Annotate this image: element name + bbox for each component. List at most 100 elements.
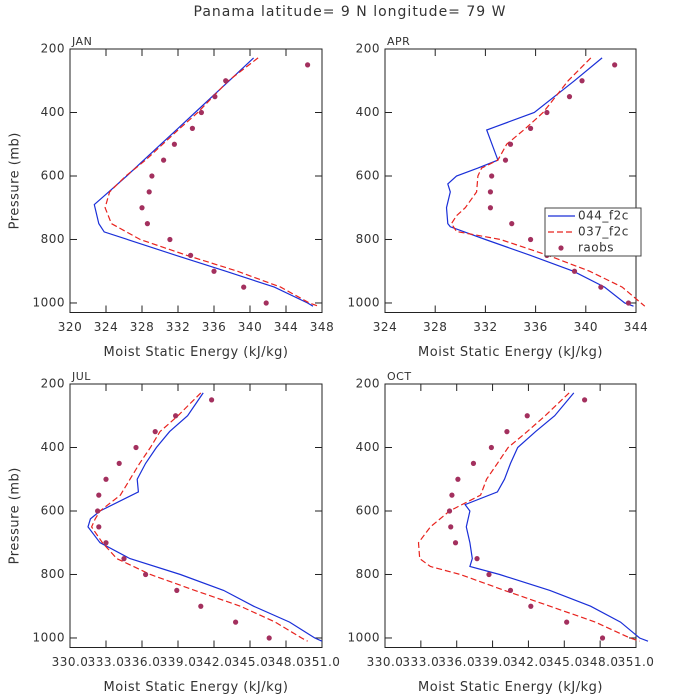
y-tick-label: 800 [41, 567, 65, 581]
raob-point [198, 109, 204, 116]
x-tick-label: 330.0 [52, 655, 89, 669]
profile-line [445, 57, 634, 307]
raob-point [625, 300, 632, 306]
raob-point [598, 284, 604, 290]
raob-point [133, 444, 139, 451]
plot-frame [384, 48, 637, 313]
raob-point [139, 205, 145, 211]
raob-point [446, 508, 453, 514]
raob-point [470, 460, 477, 466]
raob-point [571, 268, 578, 274]
raob-point [211, 268, 217, 274]
plot-frame [384, 383, 637, 648]
raob-point [241, 284, 247, 290]
x-tick-label: 324 [94, 320, 118, 334]
x-tick-label: 340 [574, 320, 598, 334]
plot-frame [69, 48, 323, 313]
x-axis-label: Moist Static Energy (kJ/kg) [418, 680, 603, 695]
raob-point [263, 300, 269, 306]
profile-line [90, 392, 308, 642]
x-tick-label: 348.0 [268, 655, 305, 669]
raob-point [103, 540, 109, 546]
profile-line [464, 392, 649, 642]
x-tick-label: 332 [473, 320, 497, 334]
raob-point [564, 619, 570, 625]
raob-point [452, 540, 459, 546]
x-tick-label: 342.0 [196, 655, 233, 669]
raob-point [489, 173, 495, 179]
x-axis-label: Moist Static Energy (kJ/kg) [418, 345, 603, 360]
raob-point [486, 571, 492, 578]
x-tick-label: 340 [238, 320, 262, 334]
panel-label: JAN [71, 35, 92, 48]
raob-point [223, 78, 229, 84]
x-axis-label: Moist Static Energy (kJ/kg) [104, 345, 289, 360]
raob-point [528, 603, 534, 609]
y-tick-label: 1000 [347, 295, 380, 309]
x-tick-label: 348 [310, 320, 334, 334]
y-tick-label: 800 [356, 567, 380, 581]
raob-point [233, 619, 239, 625]
plot-frame [69, 383, 323, 648]
x-tick-label: 330.0 [367, 655, 404, 669]
raob-point [167, 236, 173, 243]
profile-line [450, 57, 646, 307]
raob-point [474, 556, 480, 562]
y-tick-label: 600 [356, 503, 380, 517]
raob-point [149, 173, 155, 179]
raob-point [527, 125, 534, 131]
raob-point [524, 413, 530, 419]
x-tick-label: 344 [274, 320, 298, 334]
y-tick-label: 1000 [32, 295, 65, 309]
x-tick-label: 328 [130, 320, 154, 334]
y-tick-label: 400 [356, 105, 380, 119]
raob-point [95, 508, 101, 514]
x-tick-label: 342.0 [510, 655, 547, 669]
legend-label: 044_f2c [578, 209, 629, 223]
raob-point [198, 603, 204, 609]
raob-point [266, 635, 272, 641]
raob-point [174, 587, 180, 593]
raob-point [96, 524, 102, 530]
raob-point [212, 94, 218, 100]
raob-point [103, 476, 109, 482]
x-tick-label: 328 [423, 320, 447, 334]
raob-point [487, 205, 494, 211]
raob-point [599, 635, 606, 641]
y-tick-label: 200 [41, 377, 65, 391]
y-tick-label: 600 [41, 503, 65, 517]
profile-line [87, 392, 323, 642]
raob-point [152, 429, 158, 435]
panel: JAN Moist Static Energy (kJ/kg) Pressure (… [8, 35, 334, 360]
raob-point [582, 397, 588, 403]
y-tick-label: 800 [356, 232, 380, 246]
x-tick-label: 345.0 [546, 655, 583, 669]
x-tick-label: 336 [523, 320, 547, 334]
x-tick-label: 336.0 [124, 655, 161, 669]
x-tick-label: 339.0 [160, 655, 197, 669]
chart-title: Panama latitude= 9 N longitude= 79 W [194, 4, 507, 20]
raob-point [612, 62, 618, 68]
raob-point [579, 78, 585, 84]
x-tick-label: 333.0 [88, 655, 125, 669]
raob-point [448, 524, 454, 530]
legend-marker [558, 245, 564, 251]
raob-point [488, 444, 494, 451]
y-tick-label: 1000 [347, 630, 380, 644]
profile-line [417, 392, 640, 642]
raob-point [487, 189, 494, 195]
raob-point [449, 492, 455, 498]
panel: APR Moist Static Energy (kJ/kg) 324 328 332 3… [347, 35, 647, 360]
y-tick-label: 600 [356, 168, 380, 182]
x-tick-label: 351.0 [304, 655, 341, 669]
legend-label: raobs [578, 241, 614, 255]
x-tick-label: 324 [373, 320, 397, 334]
profile-line [104, 57, 319, 307]
y-tick-label: 800 [41, 232, 65, 246]
y-axis-label: Pressure (mb) [8, 132, 23, 229]
raob-point [455, 476, 461, 482]
y-tick-label: 400 [356, 440, 380, 454]
raob-point [173, 413, 179, 419]
x-tick-label: 320 [58, 320, 82, 334]
